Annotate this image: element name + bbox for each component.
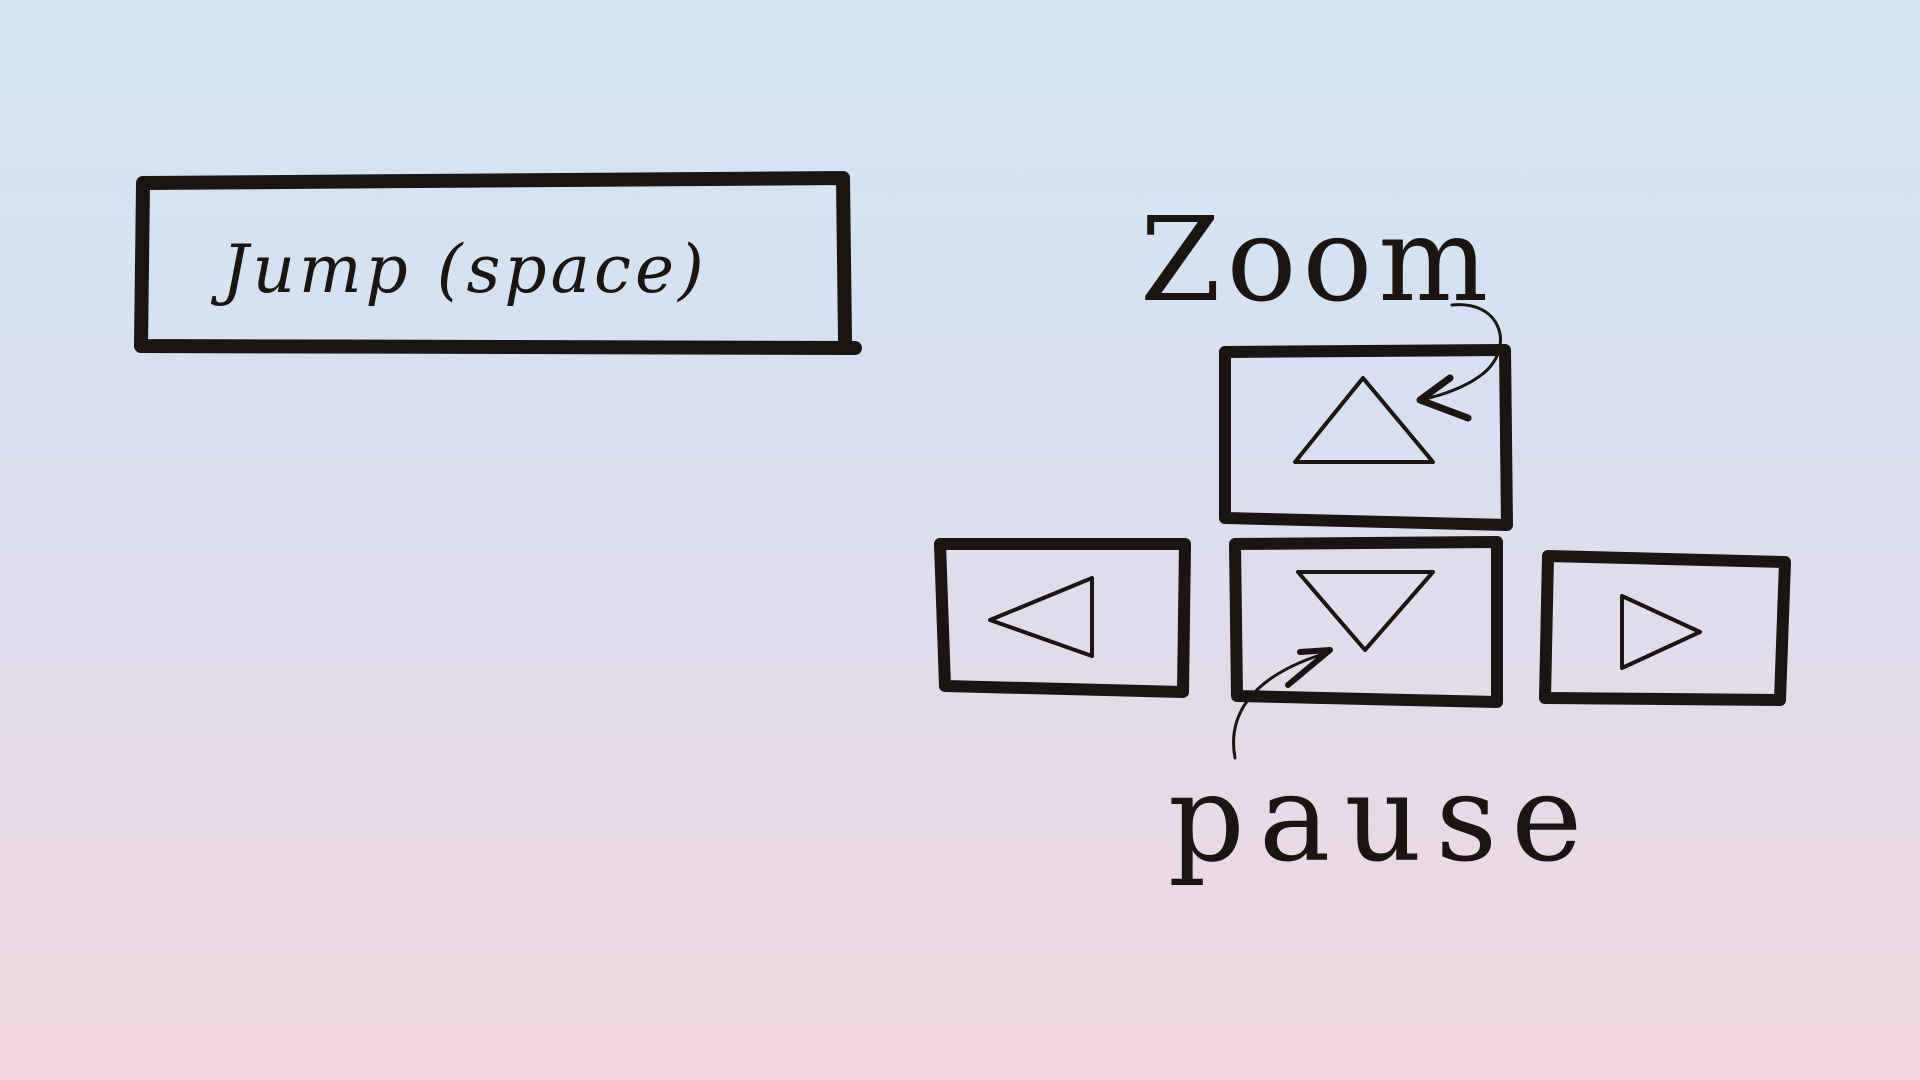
zoom-pointer-arrowhead <box>1416 374 1472 422</box>
pause-pointer-arrowhead <box>1285 647 1333 688</box>
zoom-pointer-arrow <box>1418 303 1502 402</box>
jump-button-label: Jump (space) <box>210 231 708 308</box>
triangle-down-icon <box>1296 570 1435 652</box>
triangle-right-icon <box>1620 594 1702 670</box>
jump-button[interactable]: Jump (space) <box>134 171 862 355</box>
down-arrow-key[interactable] <box>1229 536 1503 708</box>
jump-button-frame <box>134 171 862 355</box>
right-arrow-key[interactable] <box>1539 550 1791 706</box>
triangle-left-icon <box>988 576 1094 658</box>
up-key-frame <box>1219 344 1513 531</box>
left-key-frame <box>934 538 1191 698</box>
down-key-frame <box>1229 536 1503 708</box>
up-arrow-key[interactable] <box>1219 344 1513 531</box>
left-arrow-key[interactable] <box>934 538 1191 698</box>
pause-annotation: pause <box>1168 750 1596 889</box>
pause-pointer-arrow <box>1232 653 1322 760</box>
triangle-up-icon <box>1293 376 1435 464</box>
right-key-frame <box>1539 550 1791 706</box>
zoom-annotation: Zoom <box>1140 193 1494 328</box>
